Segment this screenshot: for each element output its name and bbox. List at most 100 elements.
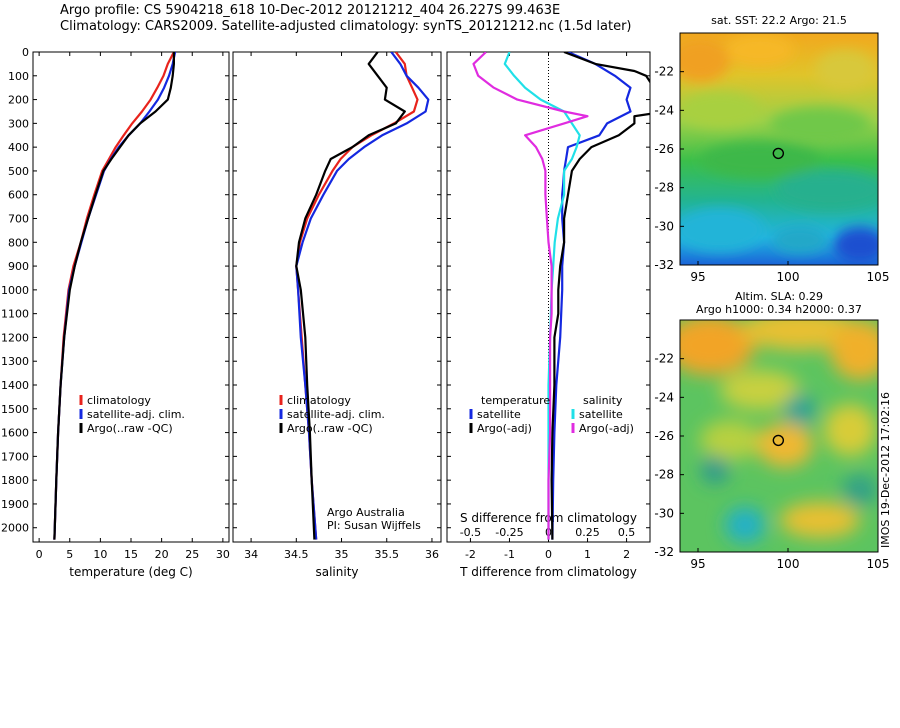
sla-map-field (680, 320, 878, 552)
map-sla-map: 95 100 105 -32 -30 -28 -26 -24 -22 Altim. SLA: 0.… (654, 290, 889, 571)
x-tick-label: 30 (216, 548, 230, 561)
series-line-climatology (53, 52, 175, 540)
x-tick-label: -1 (504, 548, 515, 561)
argo-credit-text: PI: Susan Wijffels (327, 519, 421, 532)
map-y-tick-label: -32 (654, 545, 674, 559)
legend-label: satellite (579, 408, 623, 421)
x2-tick-label: 0.5 (618, 526, 636, 539)
legend-label: climatology (287, 394, 351, 407)
map-title: sat. SST: 22.2 Argo: 21.5 (711, 14, 847, 27)
x-axis-label: T difference from climatology (459, 565, 637, 579)
x-tick-label: 20 (155, 548, 169, 561)
map-y-tick-label: -30 (654, 506, 674, 520)
depth-tick-label: 1700 (1, 450, 29, 463)
depth-tick-label: 300 (8, 117, 29, 130)
x-tick-label: 0 (36, 548, 43, 561)
panel-difference: -2 -1 0 1 2 T difference from climatology -0.5… (446, 51, 651, 579)
map-y-tick-label: -28 (654, 468, 674, 482)
map-y-tick-label: -26 (654, 429, 674, 443)
depth-tick-label: 600 (8, 189, 29, 202)
legend-label: Argo(-adj) (579, 422, 634, 435)
series-line-temperature-satellite (551, 52, 632, 540)
panel-salinity: 34 34.5 35 35.5 36 salinity climatologysatelli… (232, 51, 442, 579)
x-tick-label: 35 (335, 548, 349, 561)
depth-tick-label: 1400 (1, 379, 29, 392)
legend-header: temperature (481, 394, 550, 407)
map-y-tick-label: -22 (654, 352, 674, 366)
x-tick-label: -2 (465, 548, 476, 561)
map-y-tick-label: -22 (654, 65, 674, 79)
x-tick-label: 5 (66, 548, 73, 561)
depth-tick-label: 700 (8, 213, 29, 226)
map-x-tick-label: 105 (867, 270, 890, 284)
x-tick-label: 25 (185, 548, 199, 561)
legend-header: salinity (583, 394, 623, 407)
series-line-climatology (295, 52, 419, 540)
depth-tick-label: 0 (22, 46, 29, 59)
depth-tick-label: 1200 (1, 331, 29, 344)
x-tick-label: 34.5 (284, 548, 309, 561)
map-y-tick-label: -24 (654, 103, 674, 117)
depth-tick-label: 1800 (1, 474, 29, 487)
panel-temperature: 0100200300400500600700800900100011001200… (1, 46, 230, 579)
x2-tick-label: 0.25 (575, 526, 600, 539)
series-group (53, 52, 177, 540)
series-group (472, 52, 650, 540)
map-y-tick-label: -30 (654, 219, 674, 233)
x2-tick-label: -0.5 (460, 526, 481, 539)
depth-tick-label: 1000 (1, 284, 29, 297)
depth-tick-label: 500 (8, 165, 29, 178)
depth-tick-label: 1900 (1, 498, 29, 511)
map-y-tick-label: -28 (654, 181, 674, 195)
argo-position-marker (772, 434, 785, 447)
argo-credit-text: Argo Australia (327, 506, 405, 519)
series-line-argo-raw-qc- (295, 52, 406, 540)
map-y-tick-label: -24 (654, 390, 674, 404)
x-axis-label: salinity (315, 565, 358, 579)
map-title: Altim. SLA: 0.29 (735, 290, 823, 303)
series-group (295, 52, 430, 540)
legend-label: satellite-adj. clim. (87, 408, 185, 421)
x2-tick-label: -0.25 (495, 526, 523, 539)
series-line-argo-raw-qc- (53, 52, 175, 540)
map-y-tick-label: -26 (654, 142, 674, 156)
series-line-temperature-argo-adj- (550, 52, 650, 540)
depth-tick-label: 1500 (1, 403, 29, 416)
series-line-salinity-argo-adj- (472, 52, 589, 540)
x-axis-label: temperature (deg C) (69, 565, 192, 579)
argo-profile-figure: 0100200300400500600700800900100011001200… (1, 14, 889, 579)
x-tick-label: 35.5 (374, 548, 399, 561)
x-tick-label: 10 (93, 548, 107, 561)
depth-tick-label: 2000 (1, 522, 29, 535)
depth-tick-label: 900 (8, 260, 29, 273)
legend-label: Argo(..raw -QC) (287, 422, 373, 435)
map-x-tick-label: 100 (777, 270, 800, 284)
map-x-tick-label: 95 (690, 270, 705, 284)
legend-label: satellite-adj. clim. (287, 408, 385, 421)
legend-label: satellite (477, 408, 521, 421)
map-x-tick-label: 95 (690, 557, 705, 571)
plot-title-line2: Climatology: CARS2009. Satellite-adjuste… (60, 19, 632, 34)
series-line-salinity-satellite (503, 52, 581, 540)
sst-map-field (680, 33, 878, 265)
argo-position-marker (772, 147, 785, 160)
legend-label: Argo(-adj) (477, 422, 532, 435)
x-tick-label: 0 (545, 548, 552, 561)
map-x-tick-label: 105 (867, 557, 890, 571)
plot-title-line1: Argo profile: CS 5904218_618 10-Dec-2012… (60, 3, 561, 18)
depth-tick-label: 800 (8, 236, 29, 249)
depth-tick-label: 400 (8, 141, 29, 154)
series-line-satellite-adj-clim- (295, 52, 430, 540)
imos-credit: IMOS 19-Dec-2012 17:02:16 (879, 392, 892, 548)
map-sst-map: 95 100 105 -32 -30 -28 -26 -24 -22 sat. SST: 22.2… (654, 14, 889, 284)
legend-label: climatology (87, 394, 151, 407)
map-x-tick-label: 100 (777, 557, 800, 571)
panel-frame (232, 51, 442, 543)
map-title: Argo h1000: 0.34 h2000: 0.37 (696, 303, 862, 316)
depth-tick-label: 1600 (1, 427, 29, 440)
map-y-tick-label: -32 (654, 258, 674, 272)
depth-tick-label: 1300 (1, 355, 29, 368)
legend-label: Argo(..raw -QC) (87, 422, 173, 435)
x-tick-label: 36 (425, 548, 439, 561)
depth-tick-label: 100 (8, 70, 29, 83)
